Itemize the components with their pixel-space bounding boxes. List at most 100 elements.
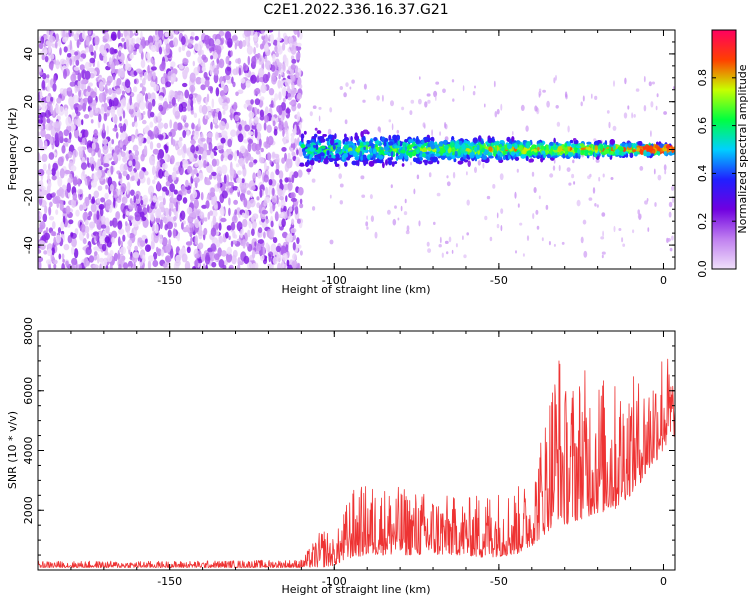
heat-cell <box>51 247 55 256</box>
heat-cell <box>195 146 199 152</box>
heat-cell <box>122 97 126 106</box>
heat-cell <box>86 232 90 239</box>
heat-cell <box>84 70 91 80</box>
heat-cell <box>118 50 122 57</box>
heat-cell <box>52 221 56 230</box>
heat-cell <box>46 193 53 201</box>
heat-cell <box>96 253 100 264</box>
heat-cell <box>263 256 267 262</box>
heat-cell <box>169 248 174 259</box>
heat-cell <box>197 64 200 73</box>
heat-cell <box>194 259 199 268</box>
heat-cell <box>38 104 41 110</box>
heat-cell <box>392 218 397 226</box>
heat-cell <box>639 166 644 171</box>
heat-cell <box>103 54 108 64</box>
heat-cell <box>462 235 464 240</box>
heat-cell <box>131 175 136 181</box>
heat-cell <box>235 91 239 97</box>
heat-cell <box>295 52 301 60</box>
heat-cell <box>203 143 208 152</box>
heat-cell <box>105 184 108 190</box>
heat-cell <box>205 200 210 209</box>
heat-cell <box>671 235 674 241</box>
heat-cell <box>87 216 91 221</box>
heat-cell <box>494 111 498 118</box>
heat-cell <box>48 264 52 269</box>
heat-cell <box>89 221 96 229</box>
heat-cell <box>197 55 203 64</box>
heat-cell <box>297 169 303 178</box>
heat-cell <box>297 262 301 269</box>
heat-cell <box>167 104 173 109</box>
heat-cell <box>299 121 302 130</box>
heat-cell <box>48 41 53 46</box>
heat-cell <box>117 220 123 230</box>
heat-cell <box>648 81 652 87</box>
heat-cell <box>230 221 236 231</box>
heat-cell <box>249 156 254 162</box>
heat-cell <box>653 168 656 175</box>
heat-cell <box>133 78 137 84</box>
heat-cell <box>623 112 628 119</box>
heat-cell <box>188 152 194 162</box>
heat-cell <box>228 181 234 186</box>
heat-cell <box>147 64 150 75</box>
heat-cell <box>596 204 599 208</box>
heat-cell <box>87 85 91 93</box>
heat-cell <box>146 204 150 213</box>
heat-cell <box>155 30 158 36</box>
heat-cell <box>161 237 168 247</box>
heat-cell <box>87 175 90 186</box>
heat-cell <box>198 154 202 161</box>
heat-cell <box>433 221 436 225</box>
heat-cell <box>80 79 86 85</box>
heat-cell <box>225 231 229 239</box>
heat-cell <box>210 227 217 237</box>
heat-cell <box>61 262 65 269</box>
heat-cell <box>42 116 46 126</box>
heat-cell <box>66 53 72 58</box>
heat-cell <box>52 83 57 92</box>
heat-cell <box>236 177 242 184</box>
heat-cell <box>104 192 109 200</box>
heat-cell <box>39 179 44 190</box>
heat-cell <box>295 156 301 168</box>
heat-cell <box>439 131 441 136</box>
heat-cell <box>228 148 232 153</box>
heat-cell <box>64 169 71 175</box>
heat-cell <box>282 130 285 138</box>
heat-cell <box>122 213 126 219</box>
heat-cell <box>248 111 255 120</box>
heat-cell <box>138 134 144 144</box>
heat-cell <box>69 40 73 51</box>
heat-cell <box>374 231 378 239</box>
heat-cell <box>146 177 151 186</box>
heat-cell <box>338 173 343 180</box>
heat-cell <box>90 179 97 188</box>
heat-cell <box>552 165 556 171</box>
heat-cell <box>57 38 62 47</box>
heat-cell <box>285 57 289 67</box>
heat-cell <box>182 197 188 204</box>
heat-cell <box>394 205 397 209</box>
heat-cell <box>84 225 90 234</box>
heat-cell <box>39 71 43 76</box>
heat-cell <box>126 173 130 181</box>
heat-cell <box>122 156 128 163</box>
heat-cell <box>472 91 476 96</box>
heat-cell <box>237 264 241 269</box>
heat-cell <box>50 62 54 71</box>
heat-cell <box>444 240 449 244</box>
heat-cell <box>654 202 657 207</box>
heat-cell <box>601 251 606 255</box>
heat-cell <box>152 72 156 80</box>
heat-cell <box>291 218 295 226</box>
heat-cell <box>150 57 154 64</box>
heat-cell <box>57 156 64 167</box>
heat-cell <box>192 60 195 67</box>
heat-cell <box>329 239 334 245</box>
heat-cell <box>285 108 291 114</box>
heat-cell <box>200 77 206 84</box>
heat-cell <box>296 42 302 47</box>
